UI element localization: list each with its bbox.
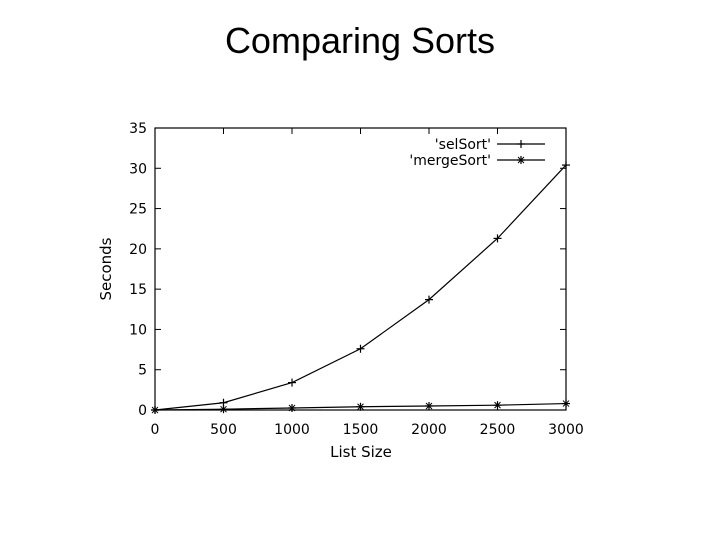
x-tick-label: 1000: [274, 422, 310, 438]
series-line-0: [154, 164, 567, 411]
series-1: [151, 399, 570, 414]
x-tick-label: 2500: [480, 422, 516, 438]
y-tick-label: 30: [129, 161, 147, 177]
x-tick-label: 1500: [343, 422, 379, 438]
y-tick-label: 10: [129, 322, 147, 338]
data-point: [425, 401, 433, 410]
legend-label: 'mergeSort': [409, 153, 491, 169]
y-tick-label: 20: [129, 242, 147, 258]
data-point: [151, 406, 159, 414]
data-point: [219, 405, 228, 414]
x-tick-label: 500: [210, 422, 237, 438]
x-tick-label: 0: [151, 422, 160, 438]
point-marker-d2: [562, 400, 570, 407]
legend-entry-1: 'mergeSort': [409, 153, 545, 169]
x-axis-label: List Size: [330, 443, 392, 461]
slide-title: Comparing Sorts: [224, 20, 496, 61]
y-tick-label: 15: [129, 282, 147, 298]
data-point: [493, 401, 502, 410]
x-tick-label: 2000: [411, 422, 447, 438]
data-point: [562, 161, 570, 170]
data-point: [356, 402, 365, 411]
point-marker-d2: [151, 406, 159, 414]
point-marker-d2: [220, 405, 227, 413]
data-point: [288, 378, 296, 387]
plot-frame: [154, 127, 567, 411]
y-tick-label: 25: [129, 202, 147, 218]
legend-entry-0: 'selSort': [435, 137, 545, 153]
legend-marker-d2: [517, 156, 525, 164]
data-point: [425, 295, 433, 304]
x-tick-label: 3000: [548, 422, 584, 438]
point-marker-d2: [425, 402, 433, 410]
data-point: [493, 234, 502, 243]
point-marker-d2: [357, 403, 364, 411]
point-marker-d2: [494, 401, 501, 409]
y-tick-label: 0: [138, 403, 147, 419]
legend-label: 'selSort': [435, 137, 491, 153]
y-tick-label: 5: [138, 363, 147, 379]
data-point: [356, 344, 365, 353]
point-marker-d2: [288, 404, 296, 412]
series-0: [151, 161, 570, 414]
y-tick-label: 35: [129, 121, 147, 137]
y-axis-label: Seconds: [97, 237, 115, 300]
data-point: [288, 403, 296, 412]
data-point: [562, 399, 570, 408]
